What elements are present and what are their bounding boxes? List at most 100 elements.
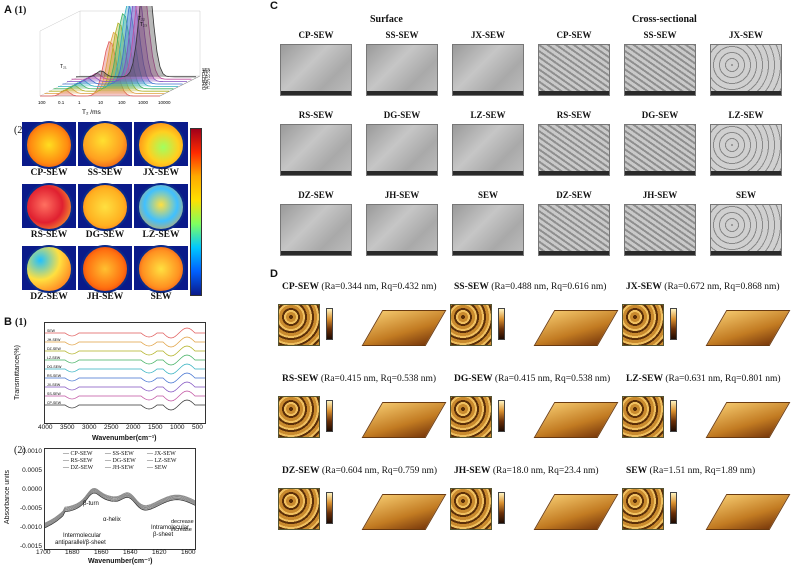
panel-a-label: A (1) — [4, 4, 27, 16]
sem-sample-name: SEW — [477, 190, 498, 200]
ftir-series-label: DG-SEW — [47, 365, 62, 369]
heatmap-cell — [134, 121, 188, 169]
intramolecular-label: Intramolecular — [151, 525, 190, 531]
afm-roughness-caption: DZ-SEW (Ra=0.604 nm, Rq=0.759 nm) — [282, 466, 437, 476]
heatmap-cell — [134, 183, 188, 231]
heatmap-circle — [81, 245, 129, 293]
antiparallel-label: antiparallel/β-sheet — [55, 540, 106, 546]
sem-micrograph — [452, 204, 524, 256]
ftir-series-line — [45, 345, 205, 357]
sem-sample-name: RS-SEW — [298, 110, 334, 120]
heatmap-circle — [25, 183, 73, 231]
afm-roughness-caption: DG-SEW (Ra=0.415 nm, Rq=0.538 nm) — [454, 374, 610, 384]
amide-legend-item: — CP-SEW — [63, 451, 93, 457]
surface-header: Surface — [370, 14, 403, 25]
sem-sample-name: CP-SEW — [556, 30, 592, 40]
afm-height-scale — [326, 400, 333, 432]
amide-legend-item: — DZ-SEW — [63, 465, 94, 471]
ftir-series-label: DZ-SEW — [47, 347, 62, 351]
panel-b-label: B (1) — [4, 316, 27, 328]
sem-micrograph — [710, 124, 782, 176]
afm-3d-surface — [705, 310, 791, 346]
waterfall-x-tick: 1 — [78, 100, 81, 105]
sem-info-bar — [711, 91, 781, 95]
panel-b2-label: (2) — [14, 445, 26, 456]
waterfall-x-label: T₂ /ms — [82, 109, 102, 116]
ftir-x-ticks: 4000 3500 3000 2500 2000 1500 1000 500 — [38, 424, 210, 434]
sem-micrograph — [366, 124, 438, 176]
sem-info-bar — [625, 91, 695, 95]
sem-micrograph — [624, 204, 696, 256]
heatmap-circle — [137, 245, 185, 293]
ftir-series-line — [45, 372, 205, 384]
sem-micrograph — [452, 124, 524, 176]
amide-y-label: Absorbance units — [4, 470, 11, 525]
amide-legend-item: — SS-SEW — [105, 451, 134, 457]
amide-y-tick: 0.0010 — [22, 448, 42, 455]
afm-2d-height-map — [278, 488, 320, 530]
sem-image-grid: CP-SEW SS-SEW JX-SEW CP-SEW SS-SEW JX-SEW RS-S… — [276, 28, 792, 268]
waterfall-sample-label: RS-SEW — [202, 79, 210, 84]
afm-3d-surface — [361, 494, 447, 530]
ftir-series-line — [45, 399, 205, 411]
afm-roughness-caption: RS-SEW (Ra=0.415 nm, Rq=0.538 nm) — [282, 374, 436, 384]
ftir-x-tick: 3000 — [82, 424, 97, 431]
afm-height-scale — [498, 308, 505, 340]
ftir-series-line — [45, 381, 205, 393]
amide-y-tick: -0.0010 — [19, 524, 42, 531]
alpha-helix-label: α-helix — [103, 517, 121, 523]
amide-series-line — [44, 488, 196, 524]
amide-plot-frame: — CP-SEW — SS-SEW — JX-SEW — RS-SEW — DG-SEW… — [44, 448, 196, 550]
cross-sectional-header: Cross-sectional — [632, 14, 697, 25]
sem-micrograph — [538, 124, 610, 176]
sem-sample-name: DZ-SEW — [556, 190, 592, 200]
sem-sample-name: SS-SEW — [643, 30, 677, 40]
amide-series-line — [44, 490, 196, 526]
afm-roughness-values: (Ra=0.488 nm, Rq=0.616 nm) — [488, 282, 607, 292]
afm-roughness-values: (Ra=18.0 nm, Rq=23.4 nm) — [490, 466, 599, 476]
afm-3d-surface — [361, 310, 447, 346]
heatmap-cell — [22, 183, 76, 231]
afm-height-scale — [326, 308, 333, 340]
heatmap-sample-name: SEW — [150, 292, 172, 302]
afm-sample-name: DG-SEW — [454, 374, 493, 384]
amide-x-tick: 1660 — [94, 549, 109, 556]
afm-height-scale — [670, 308, 677, 340]
heatmap-sample-name: DG-SEW — [85, 230, 125, 240]
mri-heatmap-grid: CP-SEW SS-SEW JX-SEW RS-SEW DG-SEW LZ-SEW DZ-S… — [22, 121, 202, 302]
ftir-x-tick: 1000 — [170, 424, 185, 431]
heatmap-cell — [78, 245, 132, 293]
waterfall-x-tick: 100 — [38, 100, 46, 105]
amide-y-ticks: 0.0010 0.0005 0.0000 -0.0005 -0.0010 -0.0015 — [16, 444, 44, 552]
sem-sample-name: JH-SEW — [642, 190, 678, 200]
waterfall-peak-label: T₂₃ — [140, 22, 147, 28]
ftir-plot-frame: SEW JH-SEW DZ-SEW LZ-SEW DG-SEW RS-SEW JX-SEW S… — [44, 322, 206, 424]
amide-y-tick: -0.0015 — [19, 543, 42, 550]
afm-height-scale — [498, 492, 505, 524]
sem-micrograph — [710, 44, 782, 96]
afm-sample-name: JX-SEW — [626, 282, 662, 292]
waterfall-sample-label: SS-SEW — [202, 84, 210, 89]
ftir-series-label: LZ-SEW — [47, 356, 61, 360]
sem-sample-name: LZ-SEW — [728, 110, 764, 120]
afm-3d-surface — [361, 402, 447, 438]
sem-micrograph — [538, 44, 610, 96]
waterfall-sample-label: JH-SEW — [202, 69, 210, 74]
sem-micrograph — [280, 204, 352, 256]
afm-roughness-values: (Ra=1.51 nm, Rq=1.89 nm) — [647, 466, 756, 476]
beta-sheet-label: β-sheet — [153, 532, 174, 538]
afm-roughness-values: (Ra=0.672 nm, Rq=0.868 nm) — [661, 282, 780, 292]
heatmap-circle — [81, 183, 129, 231]
afm-sample-name: SS-SEW — [454, 282, 489, 292]
afm-3d-surface — [533, 494, 619, 530]
ftir-series-label: SS-SEW — [47, 392, 62, 396]
amide-series-line — [44, 488, 196, 524]
ftir-x-label: Wavenumber(cm⁻¹) — [92, 435, 157, 442]
waterfall-sample-label: JX-SEW — [202, 81, 210, 86]
ftir-x-tick: 500 — [192, 424, 203, 431]
afm-2d-height-map — [622, 396, 664, 438]
amide-legend-item: — DG-SEW — [105, 458, 136, 464]
sem-micrograph — [280, 124, 352, 176]
heatmap-sample-name: SS-SEW — [87, 168, 123, 178]
heatmap-circle — [137, 183, 185, 231]
